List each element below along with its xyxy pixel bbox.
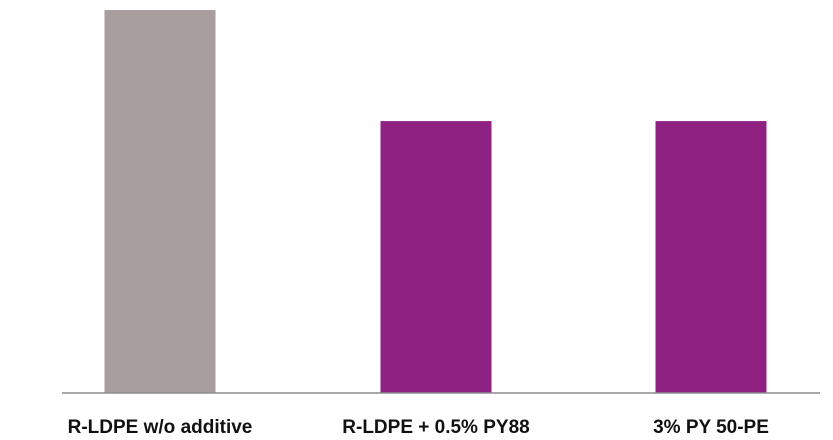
- bar-3: [655, 121, 767, 393]
- category-label-1: R-LDPE w/o additive: [68, 417, 253, 438]
- category-label-2: R-LDPE + 0.5% PY88: [342, 417, 529, 438]
- bars-group: [104, 10, 767, 393]
- bar-2: [380, 121, 492, 393]
- category-labels-group: R-LDPE w/o additive R-LDPE + 0.5% PY88 3% …: [68, 417, 769, 438]
- category-label-3: 3% PY 50-PE: [653, 417, 769, 438]
- bar-1: [104, 10, 216, 393]
